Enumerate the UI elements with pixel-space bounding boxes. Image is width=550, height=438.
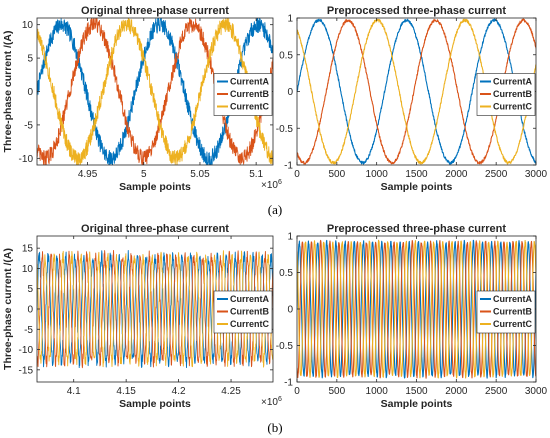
chart-title: Preprocessed three-phase current [327, 5, 506, 17]
x-tick-label: 1000 [366, 386, 389, 397]
x-tick-label: 1500 [405, 386, 428, 397]
chart-title: Original three-phase current [81, 5, 229, 17]
y-tick-label: 10 [22, 20, 34, 31]
series-line-currentb [37, 18, 273, 165]
chart-a-right: 0 500 1000 1500 2000 2500 3000 -1 -0.5 0 0.5 1 Prepr… [276, 5, 548, 193]
legend-entry-currentb: CurrentB [230, 89, 270, 99]
x-tick-label: 2000 [445, 386, 468, 397]
legend-entry-currenta: CurrentA [493, 77, 533, 87]
x-tick-label: 5 [141, 169, 147, 180]
y-tick-label: -1 [284, 378, 293, 389]
series-line-currenta [297, 239, 536, 379]
y-tick-label: 0 [287, 305, 293, 316]
y-tick-label: 0.5 [279, 268, 293, 279]
x-tick-label: 3000 [525, 169, 548, 180]
chart-b-left: 4.1 4.15 4.2 4.25 -15 -10 -5 0 5 10 15 ×106 Original… [2, 223, 282, 410]
chart-title: Original three-phase current [81, 223, 229, 235]
x-axis-label: Sample points [381, 181, 453, 193]
x-tick-label: 4.2 [172, 386, 186, 397]
y-axis-label: Three-phase current /(A) [2, 248, 14, 370]
chart-title: Preprocessed three-phase current [327, 223, 506, 235]
x-tick-label: 4.15 [116, 386, 136, 397]
y-tick-label: 5 [27, 54, 33, 65]
x-axis-label: Sample points [119, 398, 191, 410]
series-group [297, 239, 536, 379]
caption-a: (a) [268, 202, 282, 217]
x-tick-label: 500 [328, 169, 345, 180]
legend-entry-currentb: CurrentB [493, 307, 533, 317]
chart-a-left: 4.95 5 5.05 5.1 -10 -5 0 5 10 ×106 Original three-… [2, 5, 282, 193]
y-tick-label: 15 [22, 244, 34, 255]
y-tick-label: 1 [287, 14, 293, 25]
series-line-currentb [297, 18, 536, 165]
x-tick-label: 1500 [405, 169, 428, 180]
x-tick-label: 1000 [366, 169, 389, 180]
legend-entry-currentc: CurrentC [230, 319, 270, 329]
legend: CurrentA CurrentB CurrentC [476, 290, 536, 334]
y-tick-label: 0.5 [279, 50, 293, 61]
x-tick-label: 0 [294, 169, 300, 180]
x-tick-label: 4.1 [67, 386, 81, 397]
y-tick-label: -0.5 [276, 124, 294, 135]
y-tick-label: 5 [27, 284, 33, 295]
legend: CurrentA CurrentB CurrentC [213, 73, 273, 116]
series-group [37, 250, 273, 369]
x-exponent-label: ×106 [261, 179, 282, 191]
y-tick-label: -1 [284, 161, 293, 172]
x-axis-label: Sample points [119, 181, 191, 193]
legend: CurrentA CurrentB CurrentC [213, 290, 273, 334]
y-tick-label: -5 [24, 325, 33, 336]
x-tick-label: 5.05 [190, 169, 210, 180]
legend-entry-currenta: CurrentA [493, 294, 533, 304]
y-tick-label: -5 [24, 120, 33, 131]
series-line-currentc [37, 18, 273, 165]
x-tick-label: 4.95 [78, 169, 98, 180]
y-tick-label: -10 [19, 345, 34, 356]
x-tick-label: 2000 [445, 169, 468, 180]
y-tick-label: 1 [287, 232, 293, 243]
legend-entry-currentc: CurrentC [493, 102, 533, 112]
x-tick-label: 5.1 [249, 169, 263, 180]
legend: CurrentA CurrentB CurrentC [476, 73, 536, 116]
x-exponent-power: 6 [278, 179, 282, 186]
x-exponent-power: 6 [278, 396, 282, 403]
x-tick-label: 2500 [485, 169, 508, 180]
x-tick-label: 3000 [525, 386, 548, 397]
y-tick-label: 0 [27, 87, 33, 98]
legend-entry-currentc: CurrentC [230, 102, 270, 112]
x-tick-label: 0 [294, 386, 300, 397]
caption-b: (b) [267, 420, 282, 435]
series-line-currentc [297, 239, 536, 379]
series-line-currentc [297, 18, 536, 165]
legend-entry-currenta: CurrentA [230, 77, 270, 87]
x-exponent-label: ×106 [261, 396, 282, 408]
x-axis-label: Sample points [381, 398, 453, 410]
y-tick-label: -15 [19, 365, 34, 376]
y-tick-label: -0.5 [276, 341, 294, 352]
y-axis-label: Three-phase current /(A) [2, 31, 14, 153]
legend-entry-currentb: CurrentB [230, 307, 270, 317]
legend-entry-currenta: CurrentA [230, 294, 270, 304]
x-tick-label: 2500 [485, 386, 508, 397]
x-tick-label: 500 [328, 386, 345, 397]
legend-entry-currentc: CurrentC [493, 319, 533, 329]
y-tick-label: 0 [27, 305, 33, 316]
y-tick-label: 10 [22, 264, 34, 275]
x-tick-label: 4.25 [221, 386, 241, 397]
y-tick-label: -10 [19, 154, 34, 165]
legend-entry-currentb: CurrentB [493, 89, 533, 99]
y-tick-label: 0 [287, 87, 293, 98]
chart-b-right: 0 500 1000 1500 2000 2500 3000 -1 -0.5 0 0.5 1 Prepr… [276, 223, 548, 410]
series-line-currentc [37, 250, 273, 368]
